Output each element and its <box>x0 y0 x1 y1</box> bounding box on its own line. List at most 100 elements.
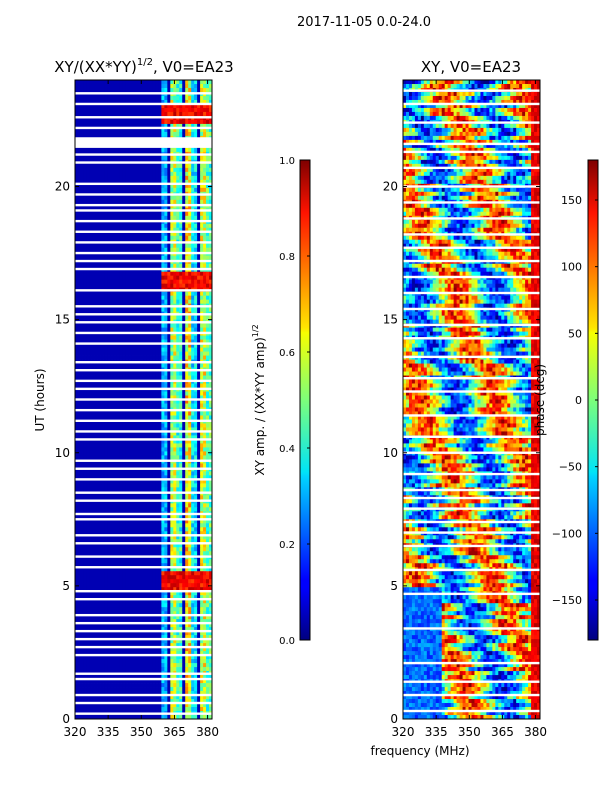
heatmap-cell <box>170 355 174 360</box>
heatmap-cell <box>98 403 103 408</box>
heatmap-cell <box>155 479 159 484</box>
heatmap-cell <box>194 355 198 360</box>
heatmap-cell <box>110 447 115 452</box>
heatmap-cell <box>158 375 162 380</box>
heatmap-cell <box>194 399 198 404</box>
heatmap-cell <box>167 327 171 332</box>
heatmap-cell <box>92 355 97 360</box>
heatmap-cell <box>191 347 195 352</box>
heatmap-cell <box>122 495 127 500</box>
heatmap-cell <box>185 327 189 332</box>
heatmap-cell <box>83 227 88 233</box>
heatmap-cell <box>197 435 201 440</box>
heatmap-cell <box>134 495 138 500</box>
heatmap-cell <box>164 271 168 277</box>
heatmap-cell <box>86 215 91 221</box>
heatmap-cell <box>182 427 186 432</box>
heatmap-cell <box>110 415 115 420</box>
heatmap-cell <box>98 339 103 344</box>
heatmap-cell <box>89 127 94 133</box>
heatmap-cell <box>83 383 88 388</box>
heatmap-cell <box>146 411 150 416</box>
heatmap-cell <box>86 235 91 241</box>
heatmap-cell <box>146 363 150 368</box>
heatmap-cell <box>110 95 115 101</box>
heatmap-cell <box>134 399 138 404</box>
heatmap-cell <box>140 119 144 125</box>
heatmap-cell <box>188 155 192 161</box>
heatmap-cell <box>77 299 82 305</box>
heatmap-cell <box>92 119 97 125</box>
heatmap-cell <box>89 111 94 117</box>
heatmap-cell <box>128 415 132 420</box>
heatmap-cell <box>77 107 82 113</box>
heatmap-cell <box>92 395 97 400</box>
heatmap-cell <box>194 127 198 133</box>
heatmap-cell <box>197 291 201 297</box>
heatmap-cell <box>179 463 183 468</box>
heatmap-cell <box>152 423 156 428</box>
heatmap-cell <box>194 503 198 508</box>
heatmap-cell <box>176 247 180 253</box>
heatmap-cell <box>107 211 112 217</box>
heatmap-cell <box>176 351 180 356</box>
heatmap-cell <box>77 307 82 313</box>
heatmap-cell <box>194 80 198 85</box>
heatmap-cell <box>137 343 141 348</box>
heatmap-cell <box>110 375 115 380</box>
heatmap-cell <box>200 199 204 205</box>
heatmap-cell <box>161 471 165 476</box>
heatmap-cell <box>95 423 100 428</box>
heatmap-cell <box>152 323 156 329</box>
heatmap-cell <box>110 507 115 512</box>
heatmap-cell <box>95 415 100 420</box>
heatmap-cell <box>104 215 109 221</box>
heatmap-cell <box>203 127 207 133</box>
heatmap-cell <box>128 395 132 400</box>
heatmap-cell <box>197 83 201 89</box>
heatmap-cell <box>188 479 192 484</box>
heatmap-cell <box>104 335 109 340</box>
heatmap-cell <box>83 463 88 468</box>
heatmap-cell <box>75 127 79 133</box>
heatmap-cell <box>75 439 79 444</box>
heatmap-cell <box>149 427 153 432</box>
heatmap-cell <box>101 479 106 484</box>
heatmap-cell <box>107 80 112 85</box>
heatmap-cell <box>167 323 171 329</box>
heatmap-cell <box>185 119 189 125</box>
heatmap-cell <box>104 391 109 396</box>
heatmap-cell <box>128 411 132 416</box>
heatmap-cell <box>80 415 85 420</box>
heatmap-cell <box>188 391 192 396</box>
heatmap-cell <box>200 211 204 217</box>
heatmap-cell <box>197 271 201 277</box>
heatmap-cell <box>146 295 150 301</box>
heatmap-cell <box>209 167 213 173</box>
heatmap-cell <box>155 155 159 161</box>
heatmap-cell <box>182 327 186 332</box>
heatmap-cell <box>152 443 156 448</box>
heatmap-cell <box>182 227 186 233</box>
heatmap-cell <box>146 335 150 340</box>
heatmap-cell <box>134 111 138 117</box>
heatmap-cell <box>134 447 138 452</box>
heatmap-cell <box>110 435 115 440</box>
heatmap-cell <box>188 403 192 408</box>
heatmap-cell <box>110 423 115 428</box>
heatmap-cell <box>77 343 82 348</box>
heatmap-cell <box>86 223 91 229</box>
heatmap-cell <box>92 199 97 205</box>
heatmap-cell <box>155 431 159 436</box>
heatmap-cell <box>161 395 165 400</box>
heatmap-cell <box>75 455 79 460</box>
heatmap-cell <box>128 383 132 388</box>
heatmap-cell <box>203 339 207 344</box>
heatmap-cell <box>89 507 94 512</box>
heatmap-cell <box>113 423 118 428</box>
heatmap-cell <box>164 403 168 408</box>
heatmap-cell <box>140 99 144 105</box>
heatmap-cell <box>77 255 82 261</box>
heatmap-cell <box>155 107 159 113</box>
heatmap-cell <box>110 495 115 500</box>
